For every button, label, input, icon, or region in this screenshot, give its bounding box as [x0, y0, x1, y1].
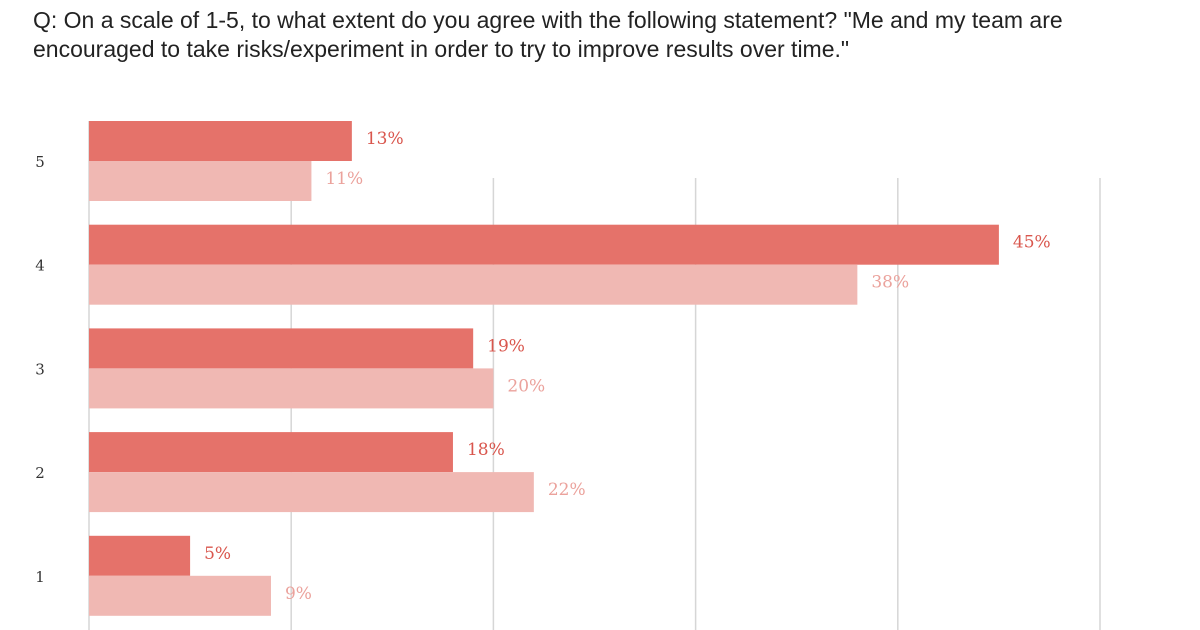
bar-s1-4 [89, 224, 999, 265]
category-label-1: 1 [35, 568, 45, 586]
value-label-s1-1: 5% [204, 544, 231, 564]
value-label-s1-2: 18% [467, 440, 505, 460]
value-label-s2-4: 38% [871, 273, 909, 293]
value-labels: 13%11% 45% 38% 19% 20% 18% 22% 5% 9% [204, 129, 1051, 604]
bar-s1-3 [89, 328, 474, 369]
bar-s1-1 [89, 535, 191, 576]
value-label-s1-3: 19% [487, 336, 525, 356]
bar-s2-3 [89, 368, 494, 409]
category-label-2: 2 [35, 464, 45, 482]
bar-s1-2 [89, 432, 453, 473]
category-label-3: 3 [35, 360, 45, 378]
category-label-5: 5 [35, 153, 45, 171]
value-label-s2-5: 11% [325, 169, 363, 189]
chart-title: Q: On a scale of 1-5, to what extent do … [33, 7, 1063, 62]
value-label-s2-2: 22% [548, 480, 586, 500]
value-label-s1-5: 13% [366, 129, 404, 149]
bar-s2-1 [89, 575, 271, 616]
bar-s2-5 [89, 161, 312, 201]
bar-s1-5 [89, 121, 352, 161]
bar-s2-2 [89, 472, 534, 513]
value-label-s1-4: 45% [1013, 233, 1051, 253]
bar-s2-4 [89, 264, 858, 305]
value-label-s2-1: 9% [285, 584, 312, 604]
value-label-s2-3: 20% [507, 376, 545, 396]
bars [89, 121, 999, 616]
category-label-4: 4 [35, 257, 45, 275]
category-labels: 5 4 3 2 1 [35, 153, 45, 586]
